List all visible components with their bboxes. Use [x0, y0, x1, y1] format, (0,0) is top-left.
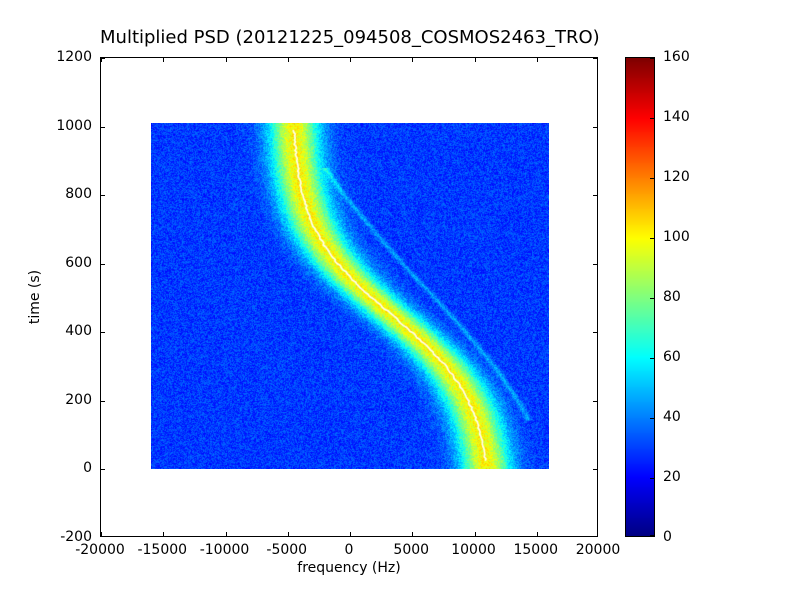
- colorbar-tick-mark: [650, 358, 654, 359]
- y-tick-mark: [101, 400, 105, 402]
- x-tick-mark: [536, 532, 538, 536]
- y-tick-label: 600: [65, 254, 92, 271]
- x-tick-mark: [287, 58, 289, 62]
- y-tick-mark: [101, 263, 105, 265]
- colorbar-tick-label: 100: [663, 229, 690, 245]
- x-tick-mark: [163, 532, 165, 536]
- colorbar-tick-mark: [650, 178, 654, 179]
- colorbar-tick-label: 160: [663, 49, 690, 65]
- y-tick-mark: [593, 400, 597, 402]
- x-tick-mark: [350, 532, 351, 536]
- x-axis-label: frequency (Hz): [297, 560, 401, 576]
- x-tick-mark: [412, 58, 414, 62]
- y-tick-mark: [101, 195, 105, 197]
- x-tick-mark: [350, 58, 351, 62]
- x-tick-label: 20000: [575, 542, 621, 558]
- y-tick-label: 1200: [56, 49, 92, 65]
- y-tick-mark: [101, 58, 105, 59]
- colorbar-tick-mark: [650, 418, 654, 419]
- y-tick-mark: [593, 263, 597, 265]
- y-tick-mark: [593, 469, 597, 471]
- colorbar-tick-mark: [650, 298, 654, 299]
- colorbar-tick-label: 60: [663, 349, 681, 365]
- x-tick-mark: [474, 58, 476, 62]
- y-tick-mark: [593, 332, 597, 334]
- colorbar-tick-mark: [650, 58, 654, 59]
- colorbar-tick-label: 80: [663, 289, 681, 305]
- x-tick-label: -15000: [137, 542, 188, 558]
- colorbar-tick-mark: [650, 535, 654, 536]
- plot-title: Multiplied PSD (20121225_094508_COSMOS24…: [100, 27, 600, 48]
- colorbar-canvas: [626, 58, 654, 536]
- x-tick-mark: [101, 532, 102, 536]
- colorbar-tick-label: 120: [663, 169, 690, 185]
- x-tick-mark: [101, 58, 102, 62]
- y-tick-mark: [101, 469, 105, 471]
- x-tick-label: 10000: [451, 542, 496, 558]
- x-tick-mark: [163, 58, 165, 62]
- y-tick-label: 1000: [56, 117, 92, 134]
- colorbar-tick-label: 20: [663, 469, 681, 485]
- colorbar-tick-label: 0: [663, 529, 672, 545]
- x-tick-label: -10000: [199, 542, 250, 558]
- colorbar-tick-label: 140: [663, 109, 690, 125]
- x-tick-label: -20000: [75, 542, 125, 558]
- y-tick-label: 200: [65, 391, 92, 408]
- x-tick-label: -5000: [266, 542, 308, 558]
- y-tick-mark: [101, 126, 105, 128]
- y-tick-label: 400: [65, 323, 92, 340]
- y-axis-label: time (s): [27, 269, 43, 325]
- x-tick-label: 5000: [393, 542, 430, 558]
- y-tick-mark: [101, 332, 105, 334]
- plot-axes: [100, 57, 598, 537]
- colorbar-tick-label: 40: [663, 409, 681, 425]
- y-tick-label: 0: [83, 460, 92, 477]
- x-tick-mark: [225, 532, 227, 536]
- heatmap-canvas: [150, 123, 549, 470]
- x-tick-label: 0: [344, 542, 354, 558]
- colorbar-tick-mark: [650, 118, 654, 119]
- colorbar-tick-mark: [650, 238, 654, 239]
- x-tick-mark: [536, 58, 538, 62]
- x-tick-mark: [225, 58, 227, 62]
- x-tick-mark: [474, 532, 476, 536]
- x-tick-label: 15000: [513, 542, 559, 558]
- x-tick-mark: [287, 532, 289, 536]
- y-tick-mark: [593, 58, 597, 59]
- x-tick-mark: [412, 532, 414, 536]
- y-tick-label: 800: [65, 186, 92, 203]
- colorbar-tick-mark: [650, 478, 654, 479]
- y-tick-mark: [593, 126, 597, 128]
- y-tick-mark: [593, 195, 597, 197]
- colorbar: [625, 57, 655, 537]
- y-tick-label: -200: [60, 529, 92, 545]
